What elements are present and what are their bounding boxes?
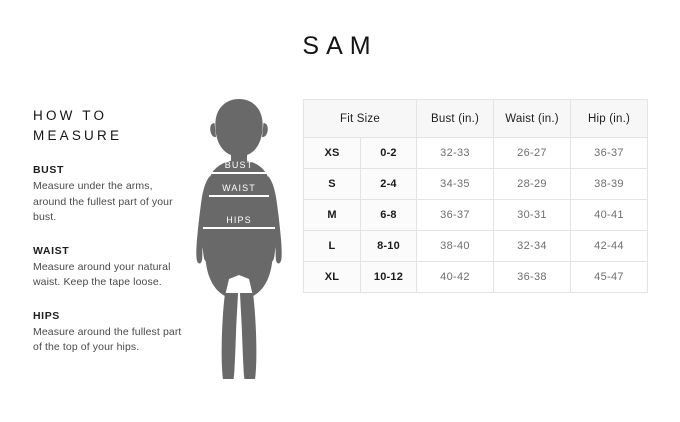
measure-description-bust: Measure under the arms, around the fulle… (33, 180, 173, 223)
figure-label-hips-text: HIPS (226, 215, 252, 225)
table-row: L 8-10 38-40 32-34 42-44 (303, 230, 648, 262)
table-row: S 2-4 34-35 28-29 38-39 (303, 168, 648, 200)
cell-fit-size: 10-12 (360, 261, 417, 293)
cell-waist: 32-34 (493, 230, 571, 262)
column-header-bust: Bust (in.) (416, 99, 494, 138)
figure-label-bust-text: BUST (224, 160, 254, 170)
column-header-fit-size: Fit Size (303, 99, 417, 138)
cell-bust: 36-37 (416, 199, 494, 231)
measure-term-hips: HIPS (33, 309, 60, 322)
cell-waist: 30-31 (493, 199, 571, 231)
table-row: XS 0-2 32-33 26-27 36-37 (303, 137, 648, 169)
cell-bust: 34-35 (416, 168, 494, 200)
cell-size-label: XL (303, 261, 361, 293)
cell-hip: 45-47 (570, 261, 648, 293)
measure-description-waist: Measure around your natural waist. Keep … (33, 260, 171, 289)
figure-measure-line-hips (203, 227, 275, 229)
cell-fit-size: 0-2 (360, 137, 417, 169)
cell-bust: 40-42 (416, 261, 494, 293)
figure-measure-line-bust (206, 172, 272, 174)
figure-label-waist-text: WAIST (222, 183, 256, 193)
cell-size-label: L (303, 230, 361, 262)
table-row: XL 10-12 40-42 36-38 45-47 (303, 261, 648, 293)
cell-waist: 36-38 (493, 261, 571, 293)
measure-term-bust: BUST (33, 164, 64, 176)
cell-size-label: M (303, 199, 361, 231)
measure-term-waist: WAIST (33, 244, 70, 257)
figure-measure-line-waist (209, 195, 269, 197)
cell-fit-size: 8-10 (360, 230, 417, 262)
cell-waist: 26-27 (493, 137, 571, 169)
measure-block-waist: WAIST Measure around your natural waist.… (33, 245, 183, 291)
how-to-measure-heading: HOW TO MEASURE (33, 108, 123, 143)
measure-block-bust: BUST Measure under the arms, around the … (33, 164, 183, 226)
measure-block-hips: HIPS Measure around the fullest part of … (33, 310, 183, 356)
cell-size-label: XS (303, 137, 361, 169)
column-header-waist: Waist (in.) (493, 99, 571, 138)
size-chart-table: Fit Size Bust (in.) Waist (in.) Hip (in.… (303, 99, 648, 293)
cell-hip: 36-37 (570, 137, 648, 169)
cell-hip: 40-41 (570, 199, 648, 231)
figure-label-hips: HIPS (183, 215, 295, 229)
cell-bust: 38-40 (416, 230, 494, 262)
cell-size-label: S (303, 168, 361, 200)
table-header-row: Fit Size Bust (in.) Waist (in.) Hip (in.… (303, 99, 648, 138)
cell-fit-size: 6-8 (360, 199, 417, 231)
cell-fit-size: 2-4 (360, 168, 417, 200)
body-measurement-figure: BUST WAIST HIPS (183, 97, 295, 382)
how-to-measure-panel: HOW TO MEASURE BUST Measure under the ar… (33, 106, 183, 356)
cell-waist: 28-29 (493, 168, 571, 200)
column-header-hip: Hip (in.) (570, 99, 648, 138)
cell-hip: 38-39 (570, 168, 648, 200)
table-row: M 6-8 36-37 30-31 40-41 (303, 199, 648, 231)
figure-label-waist: WAIST (183, 183, 295, 197)
female-body-silhouette-icon (196, 99, 282, 379)
figure-label-bust: BUST (183, 160, 295, 174)
cell-hip: 42-44 (570, 230, 648, 262)
measure-description-hips: Measure around the fullest part of the t… (33, 325, 182, 354)
cell-bust: 32-33 (416, 137, 494, 169)
page-title: SAM (302, 32, 378, 60)
